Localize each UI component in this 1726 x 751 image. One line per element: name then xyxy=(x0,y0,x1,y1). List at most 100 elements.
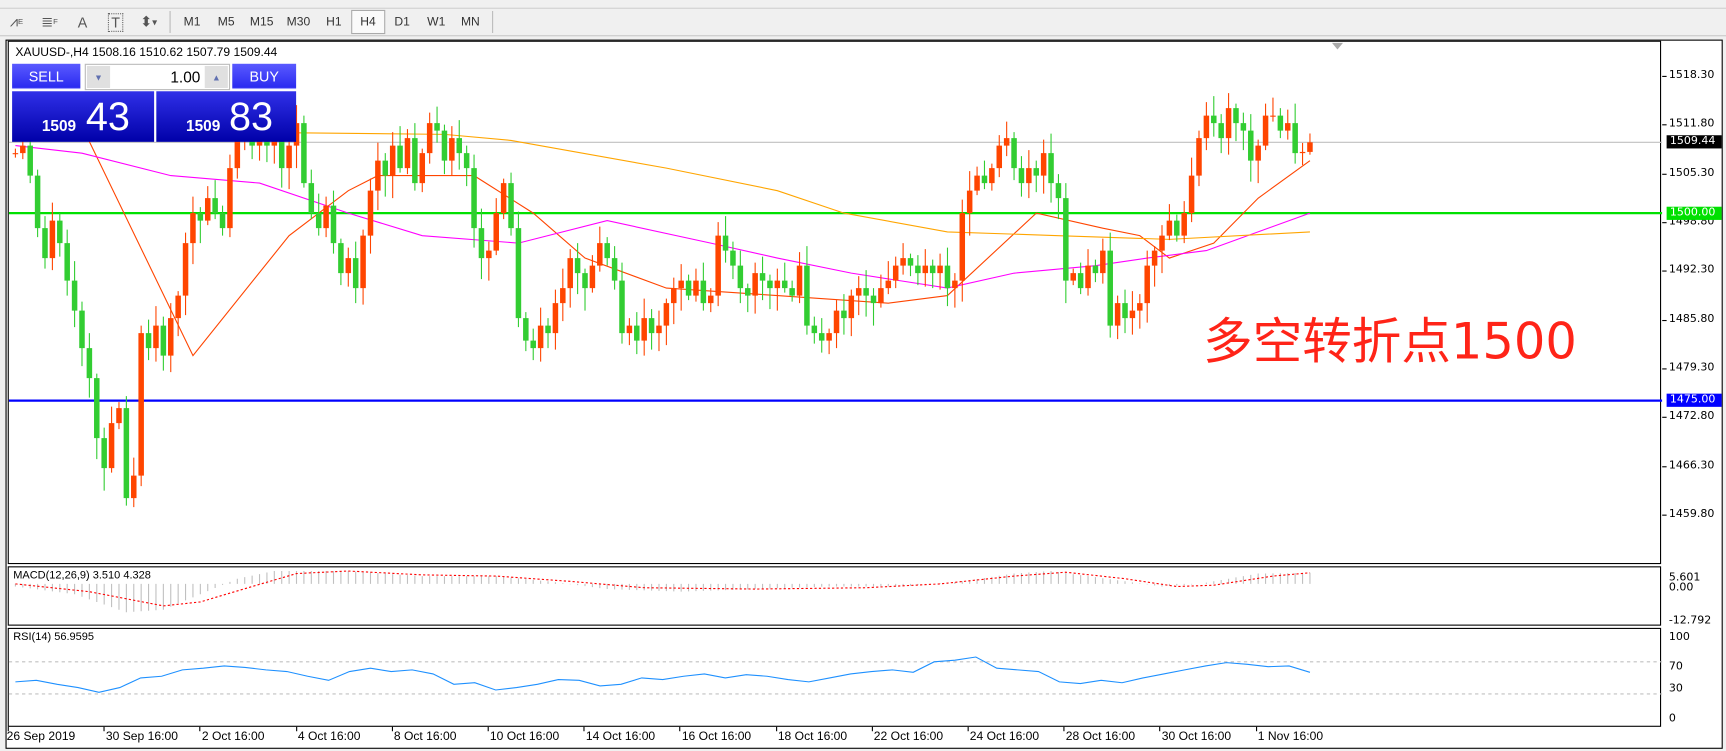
lot-size-stepper[interactable]: ▼ 1.00 ▲ xyxy=(84,63,231,91)
candle-body xyxy=(619,280,625,334)
candle-body xyxy=(27,145,33,176)
buy-price-prefix: 1509 xyxy=(186,116,221,135)
candle-body xyxy=(1011,138,1017,169)
candle-body xyxy=(648,318,655,334)
candle-body xyxy=(64,243,70,281)
candle-body xyxy=(1048,153,1054,184)
candle-body xyxy=(922,265,929,274)
candle-body xyxy=(1262,115,1269,146)
candle-body xyxy=(108,423,115,469)
candle-body xyxy=(752,273,758,296)
time-axis-tick xyxy=(967,726,969,732)
sell-price-box[interactable]: 1509 43 xyxy=(12,91,155,142)
candle-body xyxy=(49,220,56,259)
buy-price-pips: 83 xyxy=(228,93,274,139)
timeframe-m15[interactable]: M15 xyxy=(249,15,274,29)
chart-toolbar: ⩘ E ≣ F A T ⬍ ▾ M1 M5 M15 M30 H1 H4 D1 W1 MN xyxy=(0,9,1726,37)
elliott-wave-icon[interactable]: ⩘ E xyxy=(9,13,24,30)
candle-body xyxy=(537,325,544,349)
candle-body xyxy=(737,265,744,289)
candle-body xyxy=(367,190,374,236)
candle-body xyxy=(1307,142,1313,152)
candle-body xyxy=(611,258,618,281)
candle-body xyxy=(634,325,640,341)
candle-body xyxy=(212,198,218,214)
candle-body xyxy=(678,280,684,289)
candle-body xyxy=(330,205,337,244)
candle-body xyxy=(204,198,211,221)
candle-body xyxy=(589,265,596,289)
tool-label: E xyxy=(17,18,24,26)
timeframe-m5[interactable]: M5 xyxy=(217,15,235,29)
tool-label: T xyxy=(107,12,124,32)
sell-button[interactable]: SELL xyxy=(12,63,81,90)
timeframe-m30[interactable]: M30 xyxy=(286,15,311,29)
timeframe-w1[interactable]: W1 xyxy=(427,15,446,29)
candle-body xyxy=(315,213,322,229)
rsi-line xyxy=(15,656,1311,693)
candle-body xyxy=(626,325,633,334)
candle-body xyxy=(700,280,707,304)
candle-body xyxy=(456,138,463,154)
candle-body xyxy=(515,228,522,319)
candle-body xyxy=(944,265,951,289)
timeframe-h1[interactable]: H1 xyxy=(326,15,342,29)
candle-body xyxy=(989,168,995,184)
candle-body xyxy=(796,265,803,296)
candle-body xyxy=(1188,175,1195,214)
buy-button[interactable]: BUY xyxy=(232,63,297,90)
tool-label: F xyxy=(53,18,58,26)
sell-price-pips: 43 xyxy=(85,93,130,139)
candle-body xyxy=(338,243,344,274)
candle-body xyxy=(293,123,300,146)
timeframe-m1[interactable]: M1 xyxy=(183,15,201,29)
text-label-icon[interactable]: T xyxy=(99,10,132,34)
candle-body xyxy=(574,258,581,274)
candle-body xyxy=(878,288,884,304)
candle-body xyxy=(1285,123,1291,131)
candle-body xyxy=(449,138,455,161)
candle-body xyxy=(789,288,795,296)
candle-body xyxy=(493,213,499,251)
timeframe-d1[interactable]: D1 xyxy=(394,15,410,29)
candle-body xyxy=(900,258,906,266)
chart-window[interactable]: XAUUSD-,H4 1508.16 1510.62 1507.79 1509.… xyxy=(5,39,1723,749)
timeframe-h4[interactable]: H4 xyxy=(350,9,386,35)
rsi-pane[interactable]: RSI(14) 56.9595 xyxy=(7,627,1663,727)
chart-shift-marker-icon[interactable] xyxy=(1331,42,1343,50)
candle-body xyxy=(286,145,292,169)
arrows-icon[interactable]: ⬍ ▾ xyxy=(140,13,158,30)
candle-body xyxy=(434,123,440,131)
candle-body xyxy=(1218,123,1224,139)
lot-size-input[interactable]: 1.00 xyxy=(170,68,201,86)
rsi-axis-label: 70 xyxy=(1668,660,1683,673)
fibonacci-icon[interactable]: ≣ F xyxy=(41,13,58,30)
macd-pane[interactable]: MACD(12,26,9) 3.510 4.328 xyxy=(7,566,1662,626)
candle-body xyxy=(1270,115,1276,117)
candle-body xyxy=(57,220,63,244)
time-axis-label: 2 Oct 16:00 xyxy=(201,730,265,744)
candle-body xyxy=(1211,115,1217,124)
candle-body xyxy=(641,318,647,341)
candle-body xyxy=(1144,265,1150,304)
price-axis-label: 1466.30 xyxy=(1668,459,1715,472)
increase-lot-icon[interactable]: ▲ xyxy=(204,65,228,88)
level-price-tag: 1475.00 xyxy=(1666,394,1722,408)
candle-body xyxy=(278,138,285,169)
candle-body xyxy=(360,235,366,289)
candle-body xyxy=(907,258,914,266)
candle-body xyxy=(841,310,847,319)
candle-body xyxy=(656,325,662,334)
candle-body xyxy=(892,265,899,281)
candle-body xyxy=(1129,310,1136,319)
rsi-axis-label: 100 xyxy=(1668,631,1690,644)
decrease-lot-icon[interactable]: ▼ xyxy=(86,65,111,88)
price-pane[interactable]: XAUUSD-,H4 1508.16 1510.62 1507.79 1509.… xyxy=(7,40,1663,565)
candle-body xyxy=(508,183,514,229)
buy-price-box[interactable]: 1509 83 xyxy=(156,91,297,142)
text-icon[interactable]: A xyxy=(77,13,88,31)
price-axis-label: 1518.30 xyxy=(1668,69,1715,82)
timeframe-mn[interactable]: MN xyxy=(460,15,480,29)
candle-body xyxy=(1248,130,1254,161)
time-axis-label: 1 Nov 16:00 xyxy=(1257,730,1324,744)
